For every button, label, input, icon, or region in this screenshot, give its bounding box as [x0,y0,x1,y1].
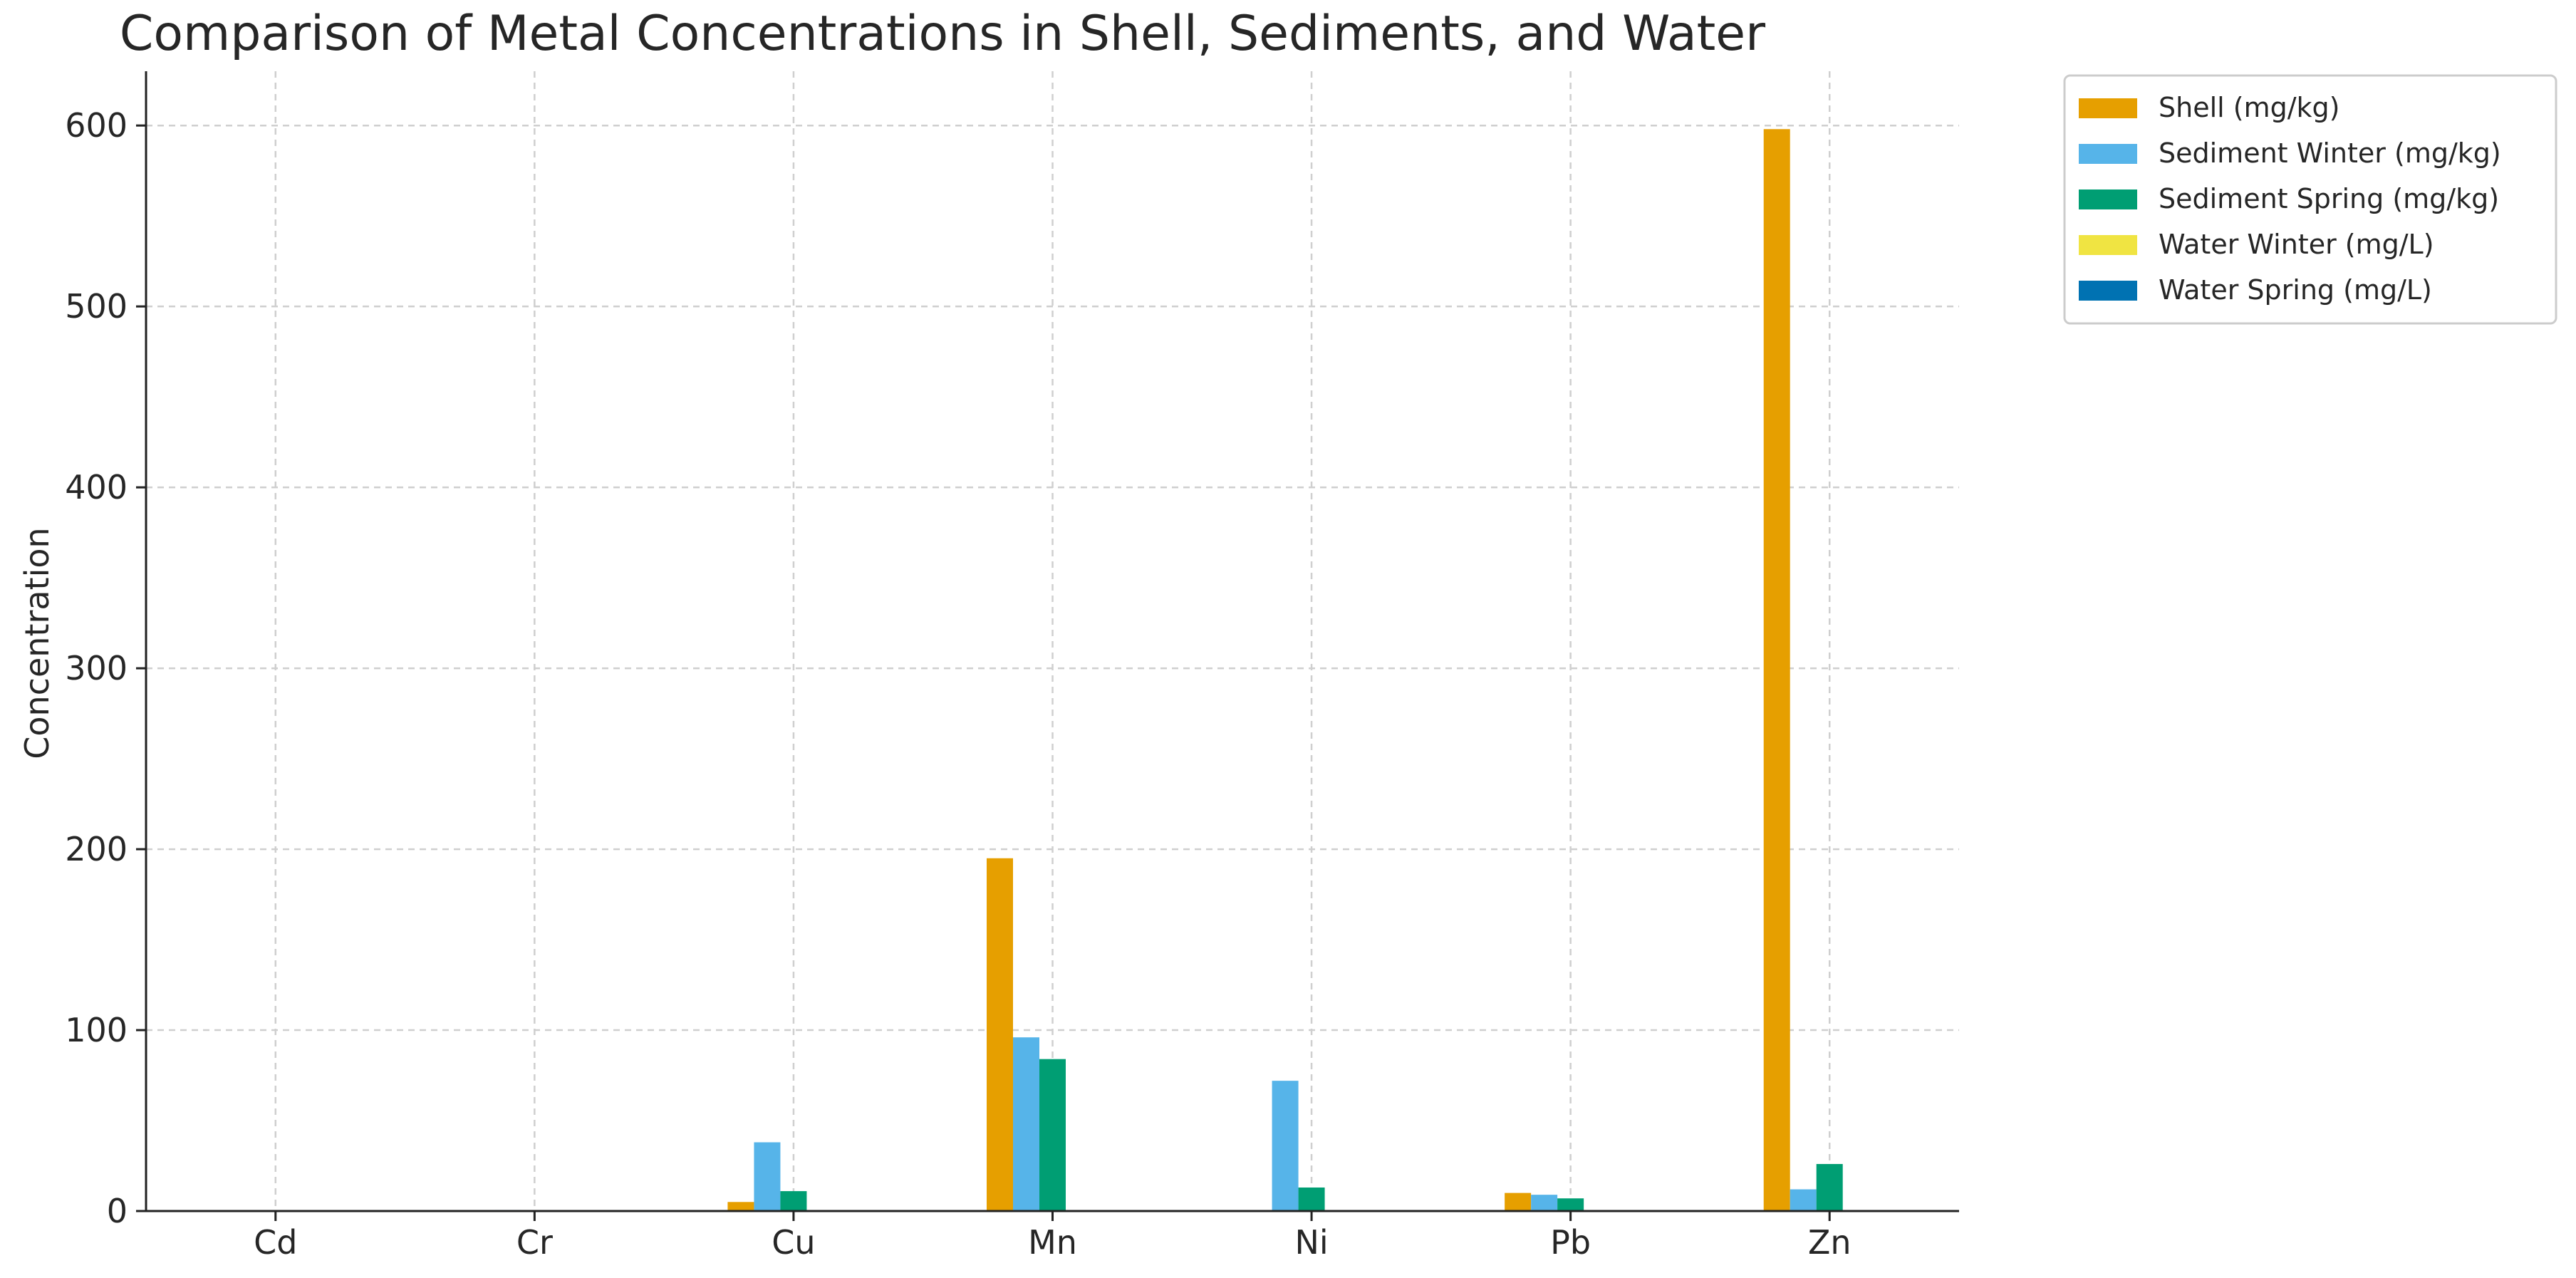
bar-sediment-cu-winter [754,1142,781,1211]
x-tick-label-cu: Cu [772,1223,815,1262]
gridlines [146,71,1959,1211]
bar-sediment-pb-spring [1557,1198,1584,1211]
y-tick-label-4: 400 [65,468,128,506]
bars [209,129,1896,1212]
bar-sediment-mn-winter [1013,1037,1039,1211]
y-tick-label-3: 300 [65,649,128,687]
x-tick-label-pb: Pb [1550,1223,1591,1262]
legend-swatch-4 [2079,281,2137,301]
y-tick-label-0: 0 [107,1192,128,1230]
bar-sediment-pb-winter [1531,1195,1558,1211]
legend-frame [2063,74,2557,325]
legend: Shell (mg/kg) Sediment Winter (mg/kg) Sedi… [2063,74,2557,325]
x-tick-label-ni: Ni [1294,1223,1328,1262]
bar-shell-pb [1505,1193,1532,1211]
bar-sediment-ni-winter [1272,1081,1299,1211]
x-tick-label-zn: Zn [1808,1223,1852,1262]
legend-label-4: Water Spring (mg/L) [2159,274,2432,306]
x-tick-label-cd: Cd [254,1223,297,1262]
bar-sediment-zn-spring [1816,1163,1843,1211]
bar-shell-mn [987,858,1013,1211]
x-axis-ticks: Cd Cr Cu Mn Ni Pb Zn [254,1211,1852,1262]
y-tick-label-5: 500 [65,287,128,326]
legend-swatch-2 [2079,189,2137,209]
bar-sediment-ni-spring [1298,1187,1325,1211]
bar-shell-cu [727,1202,754,1211]
legend-label-1: Sediment Winter (mg/kg) [2159,137,2501,169]
legend-swatch-0 [2079,98,2137,118]
y-tick-label-1: 100 [65,1011,128,1049]
bar-shell-zn [1763,129,1790,1212]
y-tick-label-6: 600 [65,106,128,145]
legend-label-0: Shell (mg/kg) [2159,92,2340,123]
bar-sediment-cu-spring [780,1191,807,1211]
legend-label-2: Sediment Spring (mg/kg) [2159,183,2499,214]
chart-title: Comparison of Metal Concentrations in Sh… [120,6,1765,62]
legend-swatch-1 [2079,144,2137,164]
legend-label-3: Water Winter (mg/L) [2159,229,2434,260]
y-tick-label-2: 200 [65,830,128,868]
x-tick-label-mn: Mn [1028,1223,1077,1262]
y-axis-ticks: 0 100 200 300 400 500 600 [65,106,146,1230]
y-axis-label: Concentration [18,527,56,759]
legend-swatch-3 [2079,235,2137,255]
bar-sediment-mn-spring [1039,1059,1066,1211]
x-tick-label-cr: Cr [516,1223,553,1262]
bar-sediment-zn-winter [1790,1189,1817,1211]
